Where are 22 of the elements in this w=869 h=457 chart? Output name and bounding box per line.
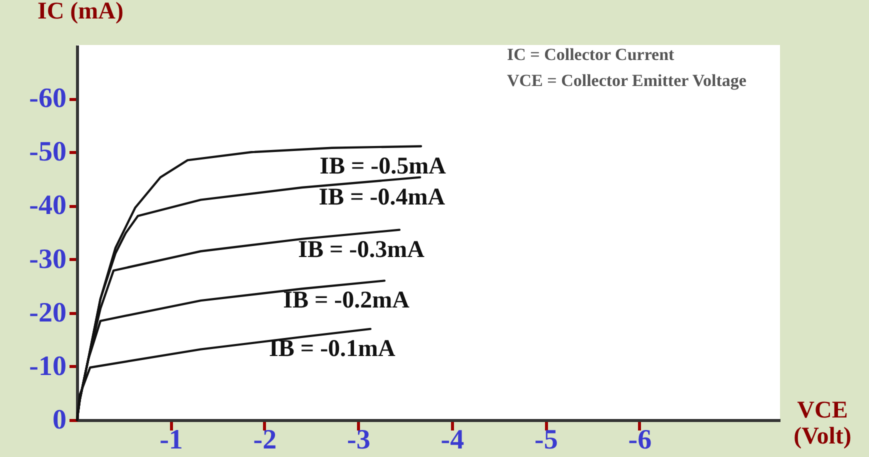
x-tick-label: -3: [347, 424, 370, 456]
series-label: IB = -0.5mA: [320, 153, 447, 180]
y-tick-label: -20: [29, 297, 66, 328]
y-tick-label: -30: [29, 244, 66, 275]
y-tick-label: -50: [29, 136, 66, 168]
x-tick-label: -6: [628, 424, 652, 456]
y-axis-title: IC (mA): [38, 0, 124, 24]
series-label: IB = -0.2mA: [283, 288, 410, 314]
series-label: IB = -0.1mA: [269, 336, 396, 362]
x-tick-label: -1: [160, 424, 183, 456]
x-tick-label: -4: [440, 424, 464, 456]
y-tick-label: -40: [29, 190, 66, 222]
annotation: IC = Collector Current: [507, 45, 675, 64]
y-tick-label: -10: [29, 350, 66, 382]
y-tick-label: 0: [52, 404, 66, 436]
x-tick-label: -5: [534, 424, 558, 456]
x-axis-title: VCE (Volt): [794, 398, 852, 450]
y-tick-label: -60: [29, 83, 66, 114]
series-label: IB = -0.3mA: [298, 236, 426, 263]
annotation: VCE = Collector Emitter Voltage: [507, 71, 747, 90]
x-tick-label: -2: [253, 424, 277, 456]
series-label: IB = -0.4mA: [318, 184, 446, 210]
